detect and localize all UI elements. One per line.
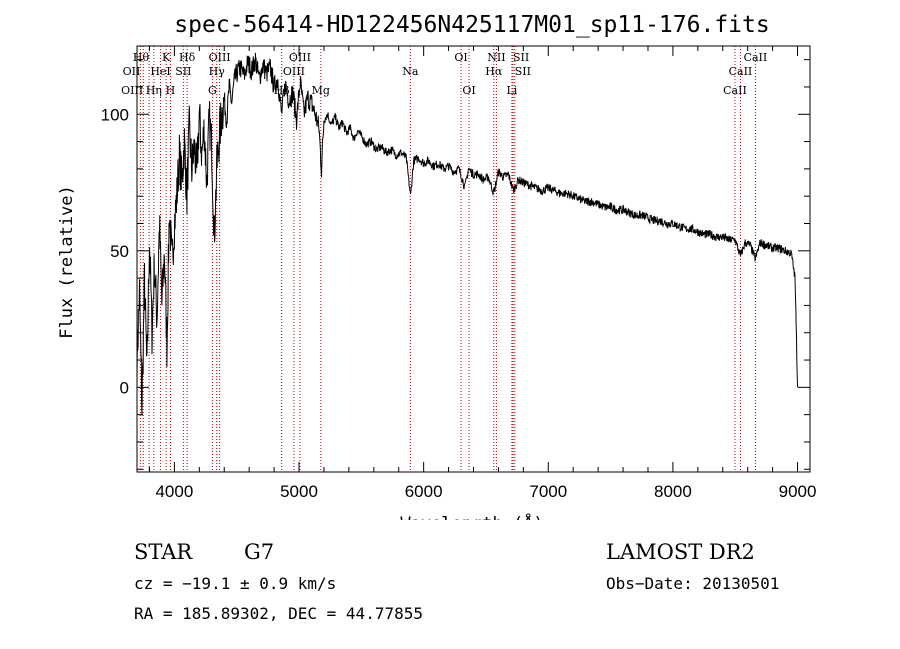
spectral-line-label: OIII: [121, 84, 143, 97]
y-axis-label: Flux (relative): [57, 185, 77, 339]
spectral-line-label: SII: [513, 51, 529, 64]
object-subclass: G7: [244, 540, 275, 564]
spectral-line-label: OIII: [289, 51, 311, 64]
spectral-line-label: Hδ: [179, 51, 196, 64]
spectrum-line: [136, 52, 798, 416]
redshift-value: cz = −19.1 ± 0.9 km/s: [134, 574, 337, 593]
spectral-line-label: HeI: [150, 65, 170, 78]
chart-title: spec-56414-HD122456N425117M01_sp11-176.f…: [174, 12, 769, 38]
spectral-line-label: K: [162, 51, 171, 64]
spectral-line-label: SII: [515, 65, 531, 78]
plot-frame: [136, 45, 811, 473]
x-tick-label: 4000: [155, 482, 193, 501]
x-tick-label: 9000: [779, 482, 817, 501]
spectral-line-label: NII: [487, 51, 505, 64]
spectral-line-label: Hθ: [133, 51, 150, 64]
spectral-line-label: SII: [175, 65, 191, 78]
spectral-line-label: Hα: [485, 65, 503, 78]
x-tick-label: 5000: [280, 482, 318, 501]
x-axis-label: Wavelength (Å): [400, 512, 543, 520]
spectral-line-label: OIII: [209, 51, 231, 64]
spectral-line-label: CaII: [729, 65, 753, 78]
x-tick-label: 8000: [654, 482, 692, 501]
spectral-line-label: Hη: [146, 84, 162, 97]
spectrum-series: [136, 52, 798, 416]
spectral-line-label: Na: [402, 65, 419, 78]
survey-name: LAMOST DR2: [606, 540, 755, 564]
spectrum-chart: spec-56414-HD122456N425117M01_sp11-176.f…: [57, 12, 817, 520]
spectral-line-label: OIII: [283, 65, 305, 78]
spectral-line-label: OII: [123, 65, 141, 78]
spectral-line-label: Hγ: [209, 65, 226, 78]
y-tick-label: 50: [110, 242, 129, 261]
spectral-line-label: G: [208, 84, 217, 97]
axis-ticks: 4000 5000 6000 7000 8000 9000 0 50 100: [101, 46, 817, 501]
observation-date: Obs−Date: 20130501: [606, 574, 780, 593]
y-tick-label: 100: [101, 105, 129, 124]
spectral-line-label: CaII: [723, 84, 747, 97]
spectral-line-label: OI: [462, 84, 475, 97]
y-tick-label: 0: [120, 378, 129, 397]
coordinates: RA = 185.89302, DEC = 44.77855: [134, 604, 423, 623]
object-class: STAR: [134, 540, 193, 564]
x-tick-label: 6000: [405, 482, 443, 501]
spectral-line-label: H: [166, 84, 176, 97]
spectral-line-label: Li: [506, 84, 517, 97]
spectral-line-label: CaII: [744, 51, 768, 64]
x-tick-label: 7000: [529, 482, 567, 501]
spectral-line-label: Mg: [312, 84, 330, 97]
spectral-line-label: OI: [454, 51, 467, 64]
